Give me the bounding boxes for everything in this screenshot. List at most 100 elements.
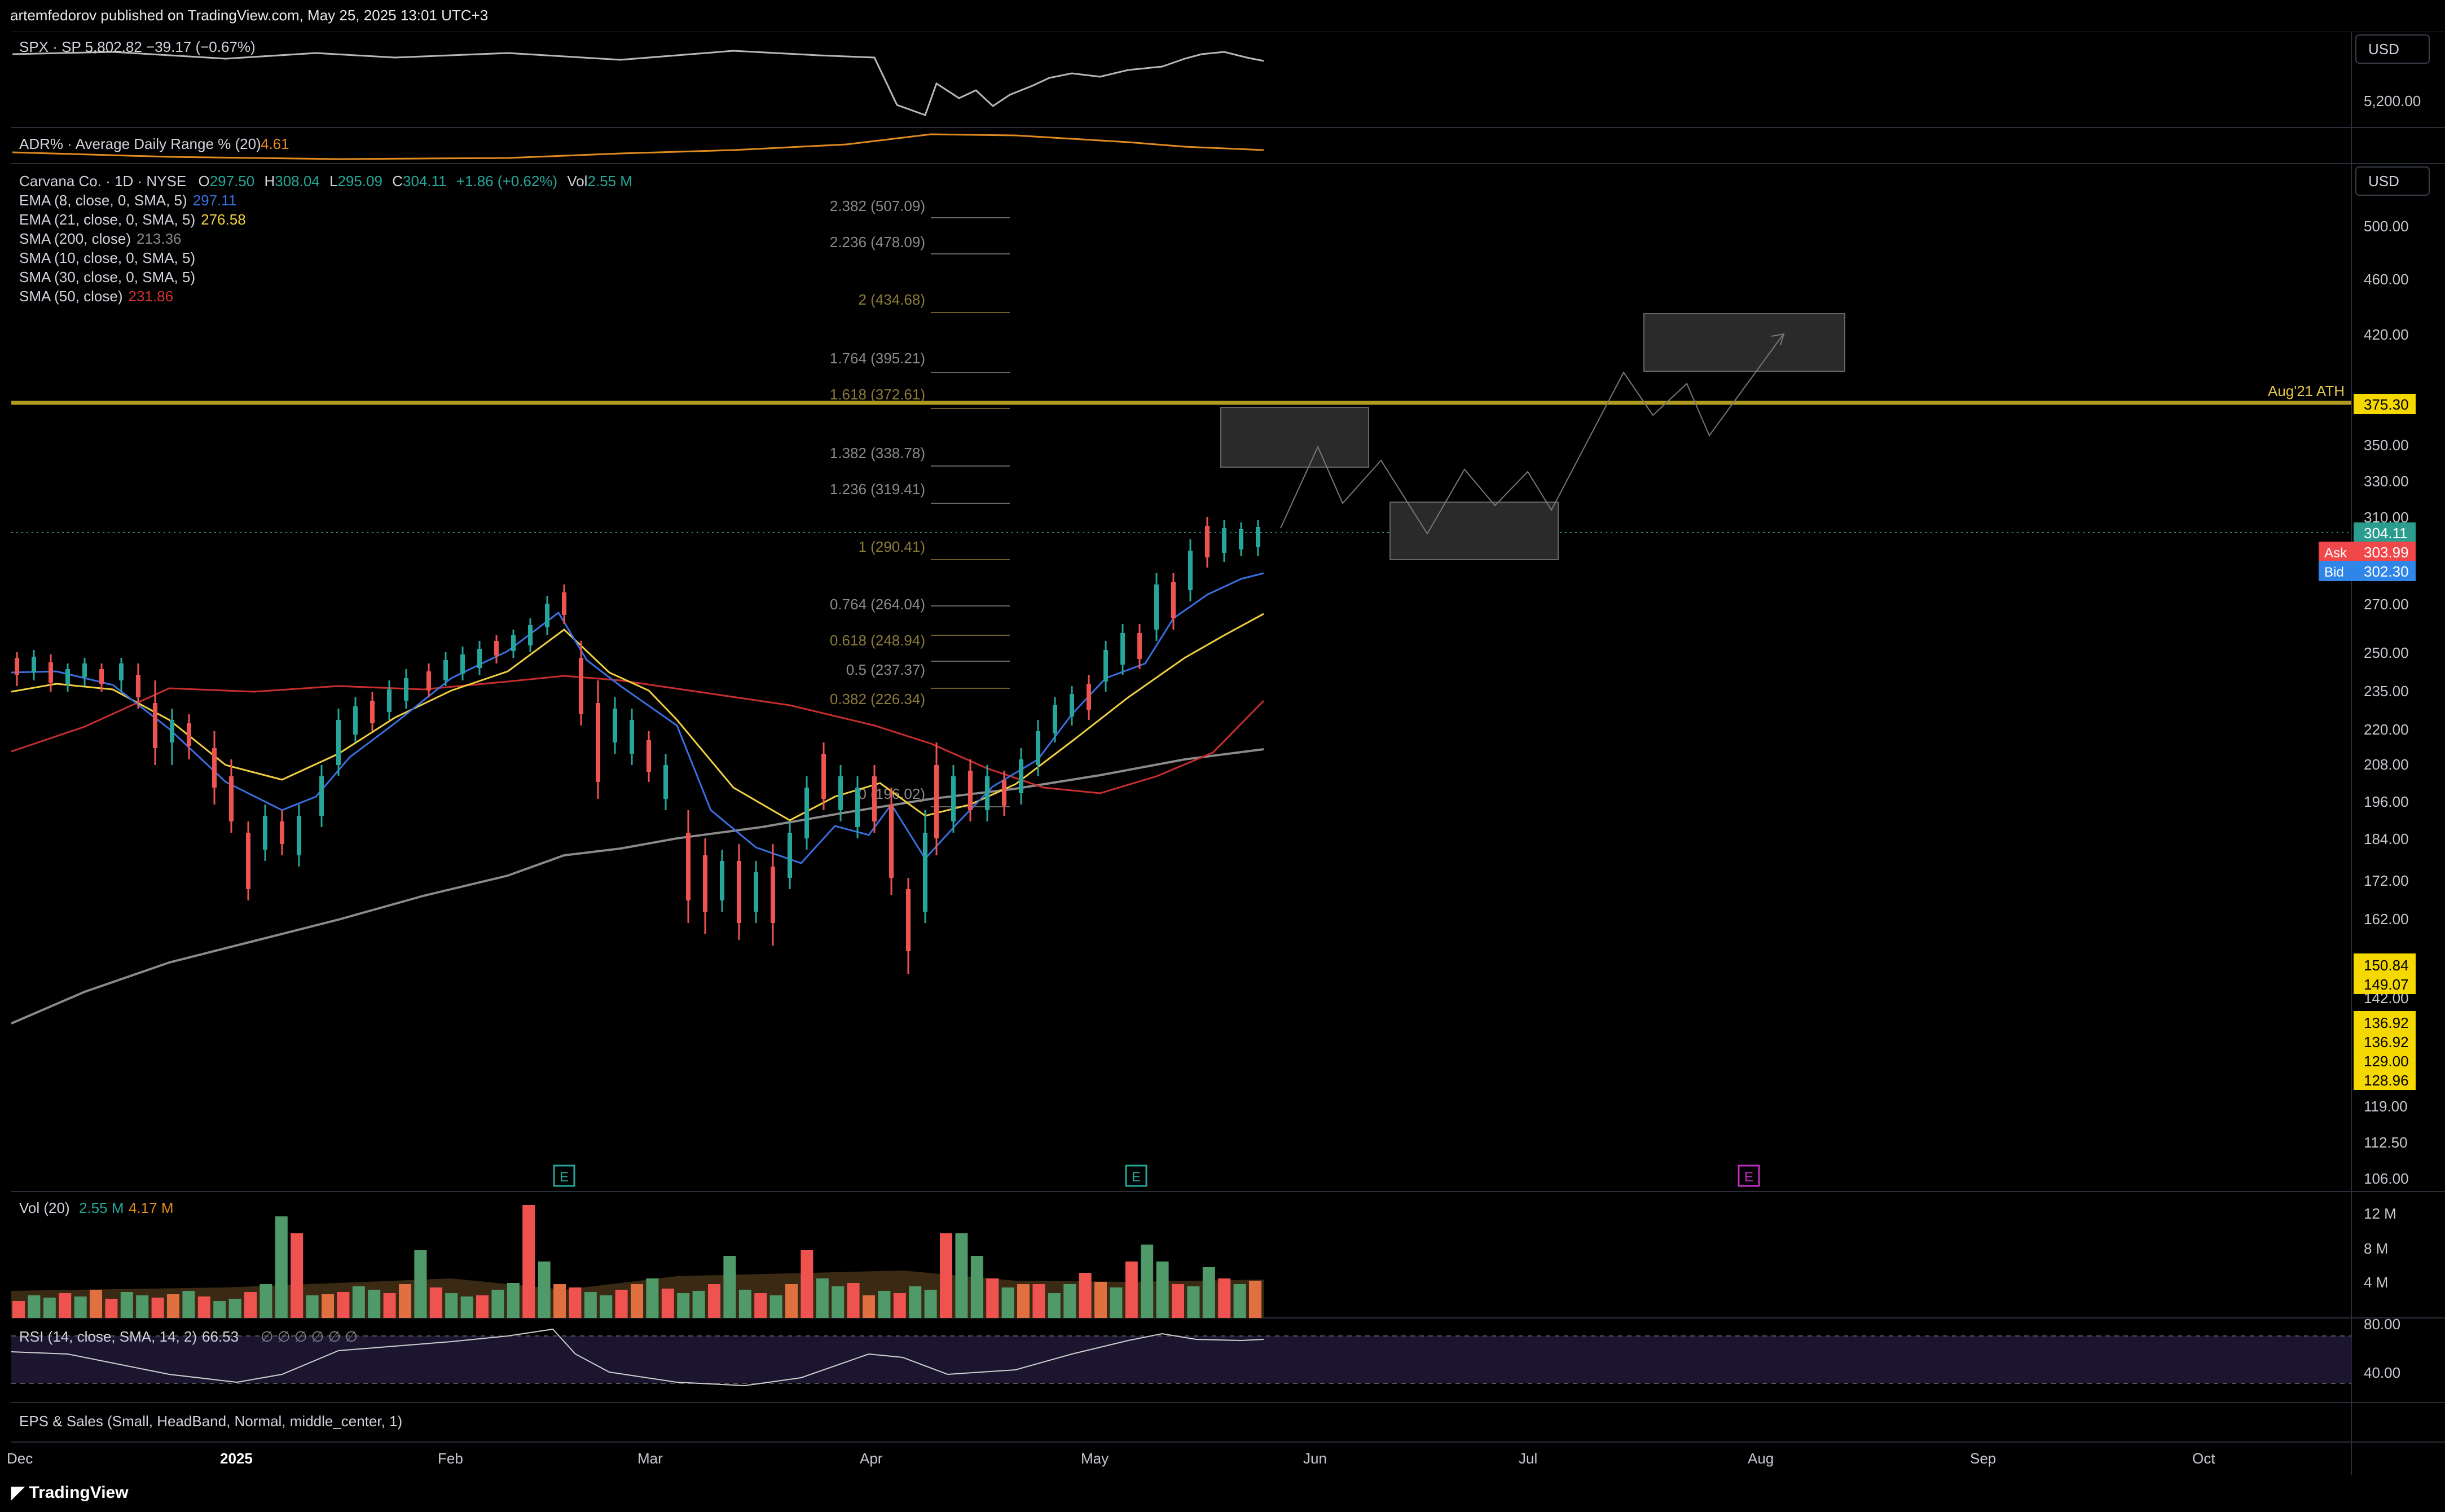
volume-bar [306,1295,319,1318]
target-box-2[interactable] [1389,502,1559,560]
spx-legend: SPX · SP 5,802.82 −39.17 (−0.67%) [19,38,256,55]
volume-bar [182,1291,195,1318]
open-label: O [198,173,209,190]
volume-bar [1125,1262,1138,1318]
svg-text:SMA (50, close)231.86: SMA (50, close) 231.86 [19,288,173,305]
price-tick: 460.00 [2364,271,2409,288]
svg-text:SMA (30, close, 0, SMA, 5): SMA (30, close, 0, SMA, 5) [19,269,195,285]
projection-path[interactable] [1280,335,1783,535]
candles[interactable] [15,517,1260,974]
rsi-tick: 80.00 [2364,1316,2400,1333]
price-tick: 250.00 [2364,644,2409,661]
projection-arrow-icon [1771,333,1785,346]
volume-bar [244,1292,257,1318]
volume-bar [507,1283,520,1318]
volume-bar [43,1298,56,1318]
earnings-markers[interactable]: E E E [553,1164,1760,1187]
ath-price: 375.30 [2364,396,2409,413]
fib-label: 0.764 (264.04) [830,596,925,613]
close-value: 304.11 [403,173,447,190]
price-tags: 304.11 Ask 303.99 Bid 302.30 150.84 149.… [2319,522,2416,1090]
volume-bar [723,1256,736,1318]
volume-bar [275,1216,288,1318]
indicator-name: SMA (10, close, 0, SMA, 5) [19,249,195,266]
main-pane: USD 500.00 460.00 420.00 350.00 330.00 3… [11,166,2430,1187]
bid-tag [2319,561,2416,581]
indicator-name: SMA (200, close) [19,230,131,247]
volume-bar [197,1296,210,1318]
price-tick: 162.00 [2364,911,2409,928]
volume-bar [322,1294,334,1318]
volume-bar [584,1292,597,1318]
bid-price: 302.30 [2364,563,2409,580]
time-tick: Aug [1748,1450,1774,1467]
volume-bar [909,1286,922,1318]
volume-bar [28,1295,41,1318]
volume-bar [1110,1287,1123,1318]
price-tick: 220.00 [2364,721,2409,738]
main-currency-box[interactable] [2355,166,2430,196]
volume-bar [738,1290,751,1318]
adr-pane: ADR% · Average Daily Range % (20) 4.61 [12,133,1264,160]
bid-label: Bid [2324,565,2344,580]
eps-pane: EPS & Sales (Small, HeadBand, Normal, mi… [19,1413,402,1430]
volume-bar [1141,1245,1154,1318]
earnings-icon[interactable] [553,1164,575,1187]
target-box-1[interactable] [1220,407,1369,468]
volume-bar [337,1292,350,1318]
volume-bar [847,1283,860,1318]
earnings-letter: E [1744,1170,1753,1185]
volume-bar [692,1291,705,1318]
fib-label: 1.764 (395.21) [830,350,925,367]
volume-bar [1218,1278,1231,1318]
rsi-tick: 40.00 [2364,1364,2400,1381]
volume-bar [368,1290,381,1318]
indicator-value: 213.36 [137,230,182,247]
volume-bar [600,1295,613,1318]
adr-value: 4.61 [261,135,289,152]
spx-line [12,50,1264,116]
volume-bar [1032,1284,1045,1318]
fib-label: 1.236 (319.41) [830,481,925,498]
volume-bar [383,1293,396,1318]
time-tick: 2025 [220,1450,253,1467]
volume-bar [167,1294,179,1318]
tradingview-logo[interactable]: ◤ TradingView [11,1483,129,1502]
price-tick: 350.00 [2364,437,2409,454]
yellow-price: 128.96 [2364,1072,2409,1089]
indicator-name: EMA (8, close, 0, SMA, 5) [19,192,187,209]
price-tick: 270.00 [2364,596,2409,613]
earnings-icon[interactable] [1125,1164,1147,1187]
indicator-name: EMA (21, close, 0, SMA, 5) [19,211,195,228]
volume-ma-value: 4.17 M [129,1199,174,1216]
vol-value: 2.55 M [587,173,632,190]
volume-value: 2.55 M [79,1199,124,1216]
volume-bar [90,1290,102,1318]
fib-levels[interactable]: 2.382 (507.09) 2.236 (478.09) 2 (434.68)… [830,197,1010,807]
volume-bar [677,1293,690,1318]
volume-bar [924,1290,937,1318]
indicator-value: 231.86 [129,288,174,305]
volume-bar [1063,1284,1076,1318]
volume-bar [429,1287,442,1318]
volume-bar [120,1292,133,1318]
time-tick: Jun [1303,1450,1327,1467]
volume-bar [213,1301,226,1318]
target-box-3[interactable] [1643,313,1845,372]
change-value: +1.86 (+0.62%) [456,173,557,190]
indicator-name: SMA (30, close, 0, SMA, 5) [19,269,195,285]
yellow-price: 150.84 [2364,957,2409,974]
volume-bar [569,1287,582,1318]
publish-header: artemfedorov published on TradingView.co… [0,0,2445,32]
chart-canvas[interactable]: USD 5,200.00 SPX · SP 5,802.82 −39.17 (−… [0,32,2445,1475]
ath-price-tag [2354,394,2416,414]
earnings-letter: E [560,1170,569,1185]
volume-bar [414,1250,427,1318]
spx-currency-box[interactable] [2355,34,2430,64]
price-tick: 119.00 [2364,1098,2408,1115]
time-tick: May [1081,1450,1109,1467]
price-tick: 184.00 [2364,830,2409,847]
earnings-icon[interactable] [1738,1164,1760,1187]
high-label: H [264,173,275,190]
fib-label: 0.618 (248.94) [830,632,925,649]
